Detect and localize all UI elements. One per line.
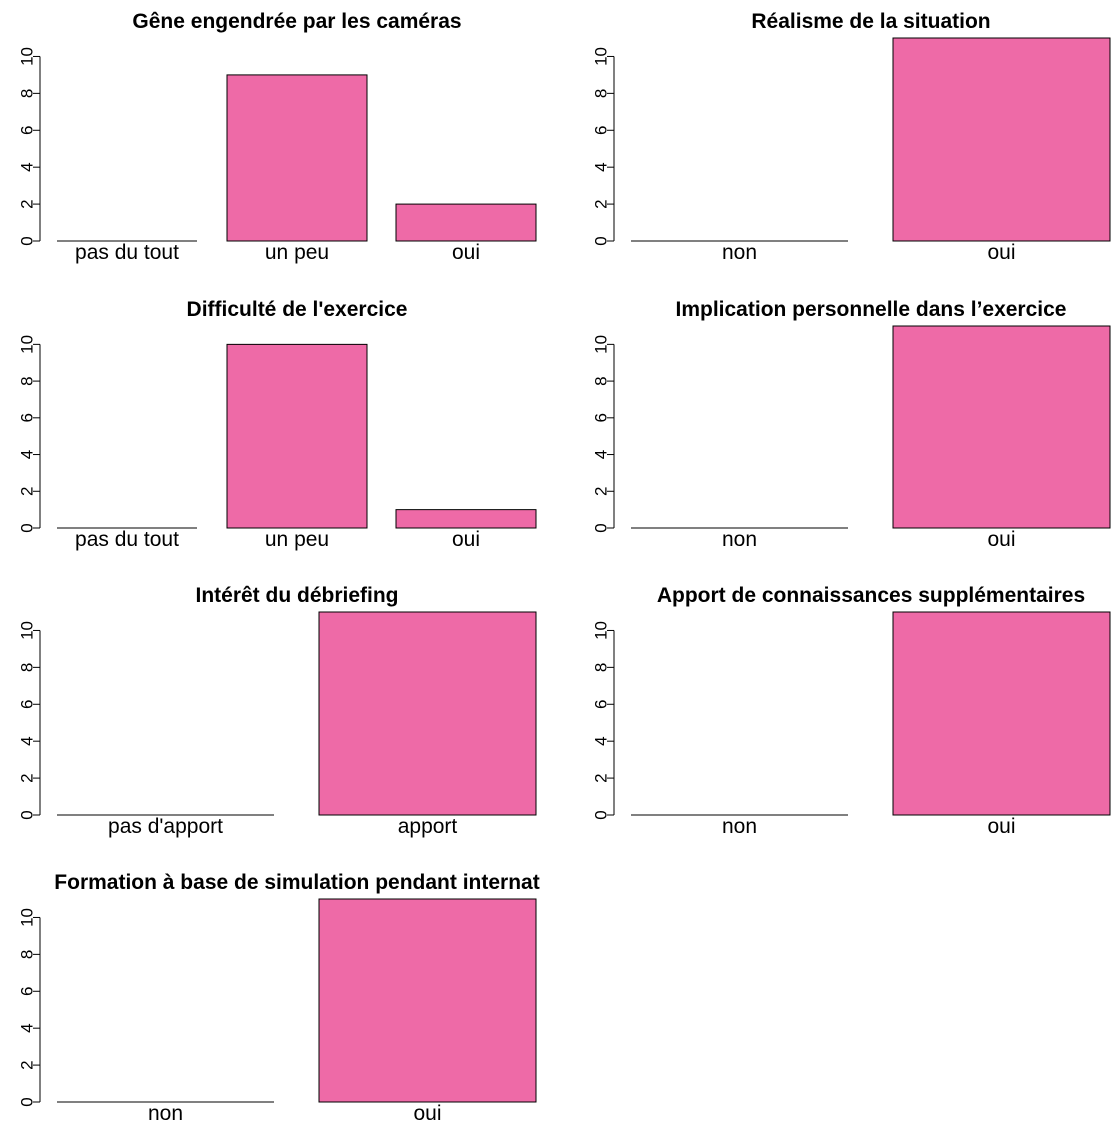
chart-title: Difficulté de l'exercice [187, 298, 408, 321]
y-tick-label: 4 [592, 162, 611, 171]
category-label: apport [398, 815, 458, 838]
y-tick-label: 8 [592, 663, 611, 672]
y-tick-label: 0 [18, 523, 37, 532]
category-label: pas du tout [75, 241, 179, 264]
chart-panel-4: Implication personnelle dans l’exercice 0… [592, 298, 1111, 551]
chart-panel-3: Difficulté de l'exercice 0 2 4 6 8 10 pas du to… [18, 298, 537, 551]
chart-panel-6: Apport de connaissances supplémentaires 0… [592, 584, 1111, 838]
y-tick-label: 10 [18, 335, 37, 354]
y-tick-label: 6 [592, 700, 611, 709]
y-tick-label: 6 [18, 126, 37, 135]
y-tick-label: 8 [592, 376, 611, 385]
category-label: oui [987, 241, 1015, 264]
y-tick-label: 2 [18, 487, 37, 496]
bar [395, 203, 537, 242]
category-label: pas du tout [75, 528, 179, 551]
y-tick-label: 0 [592, 810, 611, 819]
y-tick-label: 6 [18, 700, 37, 709]
bar [226, 74, 368, 242]
y-tick-label: 4 [18, 450, 37, 459]
y-tick-label: 4 [592, 450, 611, 459]
y-tick-label: 4 [18, 736, 37, 745]
y-tick-label: 2 [592, 487, 611, 496]
y-tick-label: 8 [592, 89, 611, 98]
category-label: oui [452, 241, 480, 264]
category-label: un peu [265, 528, 329, 551]
y-tick-label: 8 [18, 663, 37, 672]
y-tick-label: 10 [18, 47, 37, 66]
y-tick-label: 8 [18, 376, 37, 385]
category-label: non [722, 815, 757, 838]
y-tick-label: 10 [592, 335, 611, 354]
y-tick-label: 0 [592, 236, 611, 245]
y-tick-label: 2 [18, 1060, 37, 1069]
chart-title: Réalisme de la situation [751, 10, 990, 33]
y-tick-label: 8 [18, 89, 37, 98]
category-label: oui [987, 815, 1015, 838]
category-label: pas d'apport [108, 815, 223, 838]
chart-panel-5: Intérêt du débriefing 0 2 4 6 8 10 pas d'apport… [18, 584, 537, 838]
y-tick-label: 10 [592, 47, 611, 66]
bar [318, 611, 537, 816]
y-tick-label: 0 [18, 1097, 37, 1106]
y-tick-label: 2 [18, 199, 37, 208]
bar [226, 343, 368, 529]
bar [395, 509, 537, 529]
y-tick-label: 4 [592, 736, 611, 745]
chart-title: Implication personnelle dans l’exercice [676, 298, 1067, 321]
bar [318, 898, 537, 1103]
category-label: non [722, 241, 757, 264]
y-tick-label: 4 [18, 1023, 37, 1032]
chart-panel-7: Formation à base de simulation pendant i… [18, 871, 540, 1124]
chart-panel-1: Gêne engendrée par les caméras 0 2 4 6 8 10 pas… [18, 10, 537, 264]
y-tick-label: 4 [18, 162, 37, 171]
y-tick-label: 10 [18, 621, 37, 640]
chart-panel-2: Réalisme de la situation 0 2 4 6 8 10 non oui [592, 10, 1111, 264]
category-label: oui [413, 1102, 441, 1124]
y-tick-label: 2 [592, 773, 611, 782]
y-tick-label: 10 [18, 908, 37, 927]
category-label: oui [987, 528, 1015, 551]
y-tick-label: 2 [592, 199, 611, 208]
bar [892, 37, 1111, 242]
chart-title: Apport de connaissances supplémentaires [657, 584, 1085, 607]
category-label: oui [452, 528, 480, 551]
chart-title: Intérêt du débriefing [195, 584, 398, 607]
y-tick-label: 0 [18, 236, 37, 245]
chart-title: Formation à base de simulation pendant i… [54, 871, 539, 894]
y-tick-label: 10 [592, 621, 611, 640]
category-label: non [722, 528, 757, 551]
category-label: un peu [265, 241, 329, 264]
y-tick-label: 0 [18, 810, 37, 819]
y-tick-label: 6 [592, 413, 611, 422]
y-tick-label: 6 [18, 987, 37, 996]
category-label: non [148, 1102, 183, 1124]
bar [892, 611, 1111, 816]
chart-title: Gêne engendrée par les caméras [132, 10, 461, 33]
y-tick-label: 8 [18, 950, 37, 959]
y-tick-label: 6 [592, 126, 611, 135]
y-tick-label: 6 [18, 413, 37, 422]
y-tick-label: 0 [592, 523, 611, 532]
bar [892, 325, 1111, 529]
y-tick-label: 2 [18, 773, 37, 782]
